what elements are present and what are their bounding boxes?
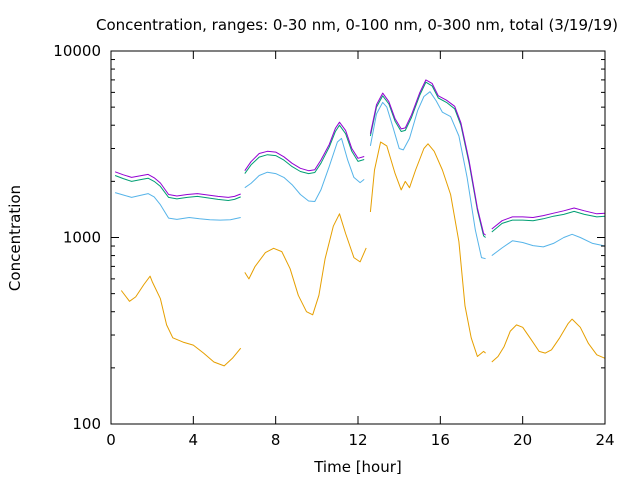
y-tick-label: 10000 (53, 42, 101, 60)
x-tick-label: 12 (348, 431, 367, 449)
y-axis: 100 1000 10000 (53, 42, 605, 433)
series-2-line (491, 233, 606, 257)
y-tick-label: 100 (72, 415, 101, 433)
series-4-line (114, 171, 241, 198)
x-tick-label: 24 (595, 431, 614, 449)
series-4-line (491, 207, 606, 230)
x-tick-label: 4 (189, 431, 199, 449)
series-3-line (369, 81, 486, 238)
series-1-line (369, 141, 486, 357)
series-3-line (491, 210, 606, 233)
series-2-line (114, 192, 241, 221)
chart-title: Concentration, ranges: 0-30 nm, 0-100 nm… (96, 16, 618, 34)
x-tick-label: 0 (106, 431, 116, 449)
y-axis-label: Concentration (6, 185, 24, 291)
x-axis-label: Time [hour] (313, 458, 402, 476)
series-4-line (369, 79, 486, 236)
series-3-line (244, 124, 365, 175)
x-tick-label: 8 (271, 431, 281, 449)
x-tick-label: 20 (513, 431, 532, 449)
series-1-line (491, 318, 606, 363)
x-axis: 0 4 8 12 16 20 24 (106, 51, 615, 449)
y-tick-label: 1000 (63, 229, 101, 247)
plot-frame (110, 50, 606, 425)
series-1-line (120, 275, 242, 367)
series-4-line (244, 121, 365, 172)
series-1-line (244, 213, 367, 316)
series-2-line (369, 91, 486, 260)
x-tick-label: 16 (431, 431, 450, 449)
series-2-line (244, 137, 365, 202)
series-layer (114, 79, 606, 367)
series-3-line (114, 175, 241, 201)
